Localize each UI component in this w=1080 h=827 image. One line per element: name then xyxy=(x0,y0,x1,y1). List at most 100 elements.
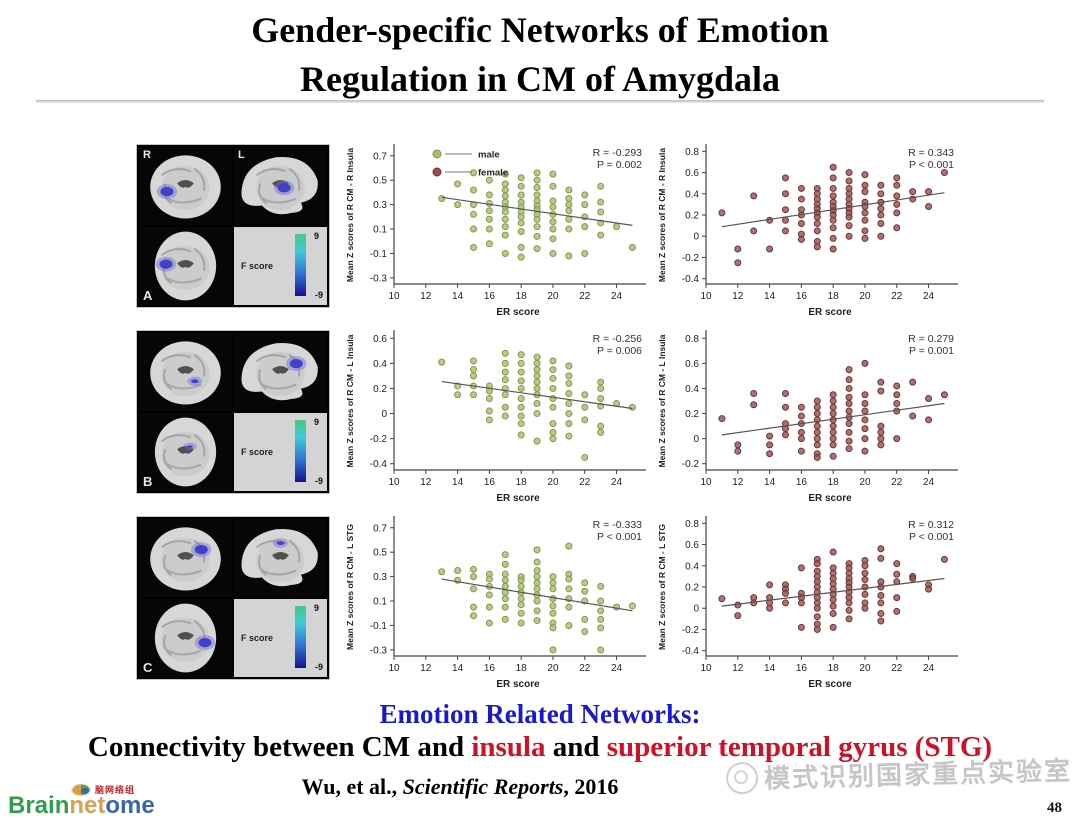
svg-text:12: 12 xyxy=(420,291,432,302)
title-line-2: Regulation in CM of Amygdala xyxy=(299,58,781,99)
svg-text:0.4: 0.4 xyxy=(685,561,699,572)
svg-text:ER score: ER score xyxy=(496,493,540,504)
svg-text:R = 0.312: R = 0.312 xyxy=(908,519,954,531)
svg-text:-0.3: -0.3 xyxy=(370,645,388,656)
f-score-colorbar: F score 9 -9 xyxy=(234,227,327,305)
brain-cell-coronal: R xyxy=(139,147,232,225)
brain-panel-c: C F score 9 -9 xyxy=(136,510,342,696)
svg-text:22: 22 xyxy=(891,663,903,674)
scatter-plot-male-r-insula: 0.7 0.5 0.3 0.1 -0.1 -0.3 10 12 14 16 18 20 22 24 ER s… xyxy=(342,138,654,324)
scatter-svg: 0.7 0.5 0.3 0.1 -0.1 -0.310 12 14 16 18 20 22 24 ER s… xyxy=(345,144,646,318)
svg-text:-0.1: -0.1 xyxy=(370,621,388,632)
scatter-svg: 0.7 0.5 0.3 0.1 -0.1 -0.310 12 14 16 18 20 22 24 ER s… xyxy=(345,516,646,690)
svg-text:ER score: ER score xyxy=(496,307,540,318)
svg-text:0.5: 0.5 xyxy=(373,176,387,187)
connectivity-part-black-2: and xyxy=(545,731,607,763)
brain-slice-sagittal xyxy=(241,528,318,587)
colorbar-min: -9 xyxy=(314,290,323,300)
svg-text:0: 0 xyxy=(693,604,699,615)
svg-text:P = 0.002: P = 0.002 xyxy=(597,159,642,171)
brain-cell-axial: A xyxy=(139,227,232,305)
brain-slice-sagittal xyxy=(241,342,318,401)
connectivity-part-black-1: Connectivity between CM and xyxy=(87,731,472,763)
svg-text:0.2: 0.2 xyxy=(373,384,387,395)
scatter-plot-male-l-insula: 0.6 0.4 0.2 0 -0.2 -0.4 10 12 14 16 18 20 22 24 ER sco… xyxy=(342,324,654,510)
brain-cell-sagittal: L xyxy=(234,147,327,225)
scatter-svg: 0.8 0.6 0.4 0.2 0 -0.210 12 14 16 18 20 22 24 ER scor… xyxy=(657,330,958,504)
scatter-svg: 0.8 0.6 0.4 0.2 0 -0.2 -0.410 12 14 16 18 20 22 24 ER … xyxy=(657,516,958,690)
svg-text:24: 24 xyxy=(611,477,623,488)
brainnetome-logo-top: 脑网络组 xyxy=(70,782,135,797)
svg-text:14: 14 xyxy=(452,477,464,488)
svg-text:24: 24 xyxy=(923,663,935,674)
svg-text:14: 14 xyxy=(764,663,776,674)
svg-text:ER score: ER score xyxy=(808,679,852,690)
wordmark-net: net xyxy=(69,792,106,819)
svg-text:22: 22 xyxy=(891,291,903,302)
brain-panel-a: R L A F score 9 -9 xyxy=(136,138,342,324)
brain-slice-coronal xyxy=(150,155,221,219)
citation-authors: Wu, et al., xyxy=(301,774,403,799)
svg-text:22: 22 xyxy=(579,663,591,674)
svg-text:10: 10 xyxy=(700,477,712,488)
colorbar-min: -9 xyxy=(314,476,323,486)
svg-text:12: 12 xyxy=(732,663,744,674)
svg-text:-0.2: -0.2 xyxy=(370,434,388,445)
svg-text:P < 0.001: P < 0.001 xyxy=(597,531,642,543)
watermark-text: 模式识别国家重点实验室 xyxy=(763,755,1073,794)
svg-text:22: 22 xyxy=(579,291,591,302)
svg-text:0.4: 0.4 xyxy=(685,384,699,395)
svg-text:0.8: 0.8 xyxy=(685,334,699,345)
svg-text:20: 20 xyxy=(547,663,559,674)
svg-text:18: 18 xyxy=(516,663,528,674)
brain-cell-axial: C xyxy=(139,599,232,677)
orientation-label: C xyxy=(143,660,153,675)
svg-text:Mean Z scores of R CM - R Insu: Mean Z scores of R CM - R Insula xyxy=(657,148,667,282)
svg-text:12: 12 xyxy=(732,291,744,302)
svg-text:18: 18 xyxy=(828,291,840,302)
brain-figure-B: B F score 9 -9 xyxy=(136,330,330,494)
title-divider xyxy=(36,100,1044,103)
svg-text:22: 22 xyxy=(579,477,591,488)
svg-text:Mean Z scores of R CM - L Insu: Mean Z scores of R CM - L Insula xyxy=(345,334,355,467)
brain-panel-b: B F score 9 -9 xyxy=(136,324,342,510)
title-line-1: Gender-specific Networks of Emotion xyxy=(251,10,829,50)
svg-text:0.2: 0.2 xyxy=(685,409,699,420)
svg-text:R = -0.256: R = -0.256 xyxy=(593,333,642,345)
brain-slice-axial xyxy=(154,231,217,301)
watermark: 模式识别国家重点实验室 xyxy=(725,750,1073,796)
svg-text:16: 16 xyxy=(796,291,808,302)
svg-text:0.7: 0.7 xyxy=(373,151,387,162)
svg-text:R = -0.293: R = -0.293 xyxy=(593,147,642,159)
svg-text:20: 20 xyxy=(859,291,871,302)
colorbar-label: F score xyxy=(241,261,274,271)
svg-text:0.2: 0.2 xyxy=(685,211,699,222)
svg-text:0.3: 0.3 xyxy=(373,200,387,211)
svg-text:16: 16 xyxy=(484,663,496,674)
colorbar-gradient xyxy=(295,420,306,482)
svg-text:0.8: 0.8 xyxy=(685,519,699,530)
colorbar-max: 9 xyxy=(313,603,319,613)
svg-text:ER score: ER score xyxy=(496,679,540,690)
orientation-label: L xyxy=(238,149,245,161)
svg-text:14: 14 xyxy=(764,291,776,302)
svg-text:12: 12 xyxy=(732,477,744,488)
scatter-svg: 0.6 0.4 0.2 0 -0.2 -0.410 12 14 16 18 20 22 24 ER sco… xyxy=(345,330,646,504)
svg-text:Mean Z scores of R CM - L Insu: Mean Z scores of R CM - L Insula xyxy=(657,334,667,467)
brainnetome-wordmark: Brainnetome xyxy=(8,792,155,820)
citation-year: , 2016 xyxy=(563,774,619,799)
svg-text:18: 18 xyxy=(828,663,840,674)
brain-slice-coronal xyxy=(150,527,221,591)
svg-text:20: 20 xyxy=(859,477,871,488)
connectivity-text: Connectivity between CM and insula and s… xyxy=(0,731,1080,764)
connectivity-stg: superior temporal gyrus (STG) xyxy=(606,731,993,763)
svg-text:0.1: 0.1 xyxy=(373,225,387,236)
colorbar-label: F score xyxy=(241,633,274,643)
svg-text:female: female xyxy=(478,168,508,179)
colorbar-max: 9 xyxy=(313,231,319,241)
svg-text:16: 16 xyxy=(796,663,808,674)
emotion-networks-heading: Emotion Related Networks: xyxy=(379,699,701,729)
wordmark-ome: ome xyxy=(105,792,155,819)
